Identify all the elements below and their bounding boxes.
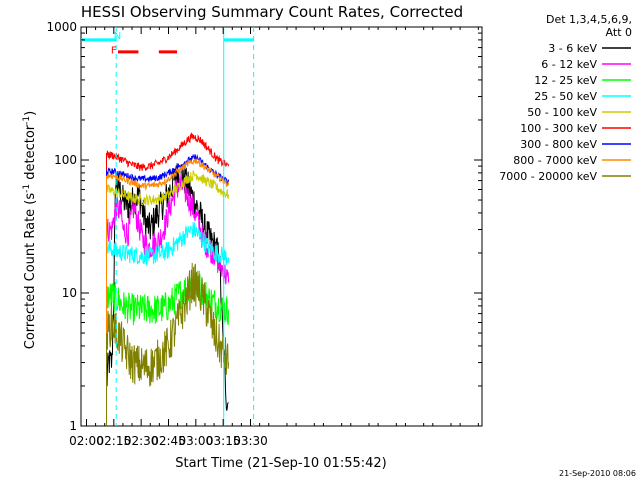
y-tick-label: 10 [62,286,77,300]
legend-label: 25 - 50 keV [534,90,597,103]
legend-label: 6 - 12 keV [541,58,597,71]
x-tick-label: 02:45 [151,434,186,448]
footer-timestamp: 21-Sep-2010 08:06 [559,469,636,478]
series-line-6 [106,131,230,426]
legend-label: 50 - 100 keV [527,106,597,119]
y-tick-label: 1 [69,419,77,433]
x-tick-label: 02:00 [69,434,104,448]
y-axis-label: Corrected Count Rate (s-1 detector-1) [22,111,38,349]
legend-label: 100 - 300 keV [520,122,597,135]
x-tick-label: 02:15 [97,434,132,448]
x-axis-label: Start Time (21-Sep-10 01:55:42) [175,456,386,471]
series-line-2 [106,172,230,426]
y-tick-label: 1000 [46,20,77,34]
x-tick-label: 02:30 [124,434,159,448]
series-layer [106,131,230,426]
legend-label: 800 - 7000 keV [513,154,597,167]
series-line-8 [106,158,230,426]
y-tick-label: 100 [54,153,77,167]
series-line-9 [106,262,230,426]
series-line-1 [106,163,229,426]
x-tick-label: 03:30 [233,434,268,448]
legend-label: 300 - 800 keV [520,138,597,151]
annotation-label: N [114,31,121,42]
x-tick-label: 03:15 [206,434,241,448]
series-line-7 [106,153,230,426]
series-line-3 [106,270,230,426]
legend-entries: 3 - 6 keV 6 - 12 keV 12 - 25 keV 25 - 50 ke… [499,42,631,183]
legend-label: 7000 - 20000 keV [499,170,597,183]
overlay-layer: FN [81,27,255,426]
annotation-label: F [111,45,117,56]
legend: Det 1,3,4,5,6,9, Att 0 3 - 6 keV 6 - 12 k… [499,13,632,183]
chart-title: HESSI Observing Summary Count Rates, Cor… [81,3,463,21]
x-tick-label: 03:00 [179,434,214,448]
legend-header-detectors: Det 1,3,4,5,6,9, [546,13,632,26]
series-line-5 [106,169,230,426]
series-line-4 [106,222,230,426]
legend-label: 12 - 25 keV [534,74,597,87]
legend-header-attenuator: Att 0 [606,26,632,39]
plot-frame [80,26,483,427]
legend-label: 3 - 6 keV [548,42,597,55]
